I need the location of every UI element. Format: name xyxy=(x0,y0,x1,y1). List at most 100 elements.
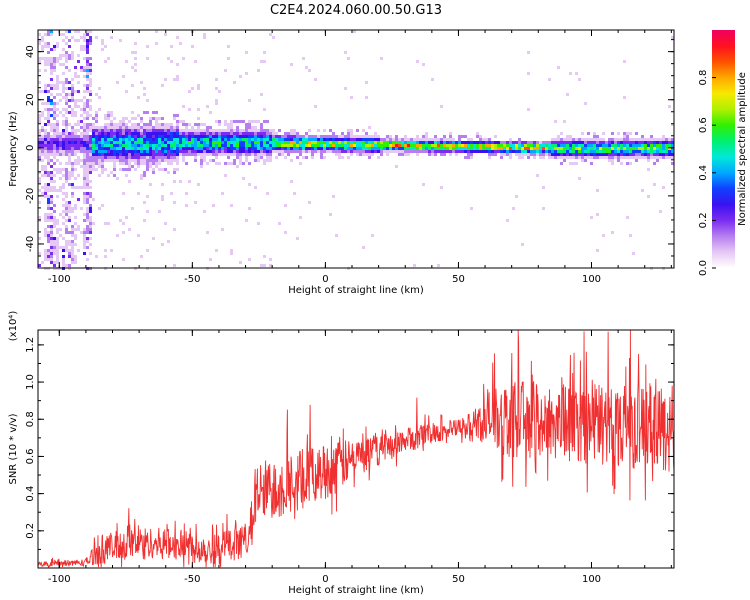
spectrogram-cell xyxy=(422,141,425,144)
spectrogram-cell xyxy=(596,249,599,252)
spectrogram-cell xyxy=(116,177,119,180)
spectrogram-cell xyxy=(536,174,539,177)
spectrogram-cell xyxy=(74,36,77,39)
spectrogram-cell xyxy=(353,141,356,144)
spectrogram-cell xyxy=(293,132,296,135)
spectrogram-cell xyxy=(206,105,209,108)
spectrogram-cell xyxy=(461,147,464,150)
spectrogram-cell xyxy=(371,150,374,153)
spectrogram-cell xyxy=(332,195,335,198)
spectrogram-cell xyxy=(41,261,44,264)
spectrogram-cell xyxy=(101,168,104,171)
spectrogram-cell xyxy=(65,264,68,267)
spectrogram-cell xyxy=(122,165,125,168)
spectrogram-cell xyxy=(59,33,62,36)
spectrogram-cell xyxy=(143,162,146,165)
spectrogram-cell xyxy=(347,138,350,141)
spectrogram-cell xyxy=(641,144,644,147)
spectrogram-cell xyxy=(74,210,77,213)
spectrogram-cell xyxy=(635,156,638,159)
spectrogram-cell xyxy=(68,159,71,162)
spectrogram-cell xyxy=(44,252,47,255)
spectrogram-cell xyxy=(305,138,308,141)
spectrogram-cell xyxy=(338,171,341,174)
spectrogram-cell xyxy=(113,174,116,177)
spectrogram-cell xyxy=(80,255,83,258)
spectrogram-cell xyxy=(329,147,332,150)
spectrogram-cell xyxy=(248,138,251,141)
spectrogram-cell xyxy=(335,150,338,153)
spectrogram-cell xyxy=(344,144,347,147)
spectrogram-cell xyxy=(77,207,80,210)
spectrogram-cell xyxy=(554,120,557,123)
spectrogram-cell xyxy=(500,141,503,144)
spectrogram-cell xyxy=(80,174,83,177)
spectrogram-cell xyxy=(86,39,89,42)
spectrogram-cell xyxy=(122,258,125,261)
spectrogram-cell xyxy=(167,159,170,162)
spectrogram-cell xyxy=(53,39,56,42)
spectrogram-cell xyxy=(428,138,431,141)
spectrogram-cell xyxy=(263,135,266,138)
spectrogram-cell xyxy=(311,150,314,153)
spectrogram-cell xyxy=(635,153,638,156)
spectrogram-cell xyxy=(239,138,242,141)
spectrogram-cell xyxy=(218,153,221,156)
spectrogram-cell xyxy=(47,138,50,141)
spectrogram-cell xyxy=(425,144,428,147)
spectrogram-cell xyxy=(656,159,659,162)
spectrogram-cell xyxy=(161,135,164,138)
spectrogram-cell xyxy=(119,156,122,159)
spectrogram-cell xyxy=(74,183,77,186)
spectrogram-cell xyxy=(548,78,551,81)
spectrogram-cell xyxy=(59,135,62,138)
spectrogram-cell xyxy=(110,132,113,135)
spectrogram-cell xyxy=(77,132,80,135)
spectrogram-cell xyxy=(620,153,623,156)
spectrogram-cell xyxy=(191,147,194,150)
spectrogram-cell xyxy=(110,114,113,117)
spectrogram-cell xyxy=(410,144,413,147)
spectrogram-cell xyxy=(431,78,434,81)
spectrogram-cell xyxy=(86,105,89,108)
spectrogram-cell xyxy=(167,129,170,132)
spectrogram-cell xyxy=(56,129,59,132)
spectrogram-cell xyxy=(80,258,83,261)
spectrogram-cell xyxy=(506,219,509,222)
spectrogram-cell xyxy=(68,93,71,96)
spectrogram-cell xyxy=(41,195,44,198)
spectrogram-cell xyxy=(107,111,110,114)
spectrogram-cell xyxy=(302,153,305,156)
spectrogram-cell xyxy=(155,156,158,159)
spectrogram-cell xyxy=(194,135,197,138)
spectrogram-cell xyxy=(80,243,83,246)
spectrogram-cell xyxy=(83,213,86,216)
spectrogram-cell xyxy=(59,171,62,174)
spectrogram-cell xyxy=(596,159,599,162)
spectrogram-cell xyxy=(176,189,179,192)
spectrogram-cell xyxy=(224,144,227,147)
spectrogram-cell xyxy=(488,156,491,159)
spectrogram-cell xyxy=(590,162,593,165)
spectrogram-cell xyxy=(68,201,71,204)
spectrogram-cell xyxy=(44,255,47,258)
spectrogram-cell xyxy=(137,120,140,123)
spectrogram-cell xyxy=(53,105,56,108)
spectrogram-cell xyxy=(224,156,227,159)
spectrogram-cell xyxy=(326,135,329,138)
spectrogram-cell xyxy=(92,258,95,261)
spectrogram-cell xyxy=(533,138,536,141)
spectrogram-cell xyxy=(350,150,353,153)
spectrogram-cell xyxy=(95,156,98,159)
spectrogram-cell xyxy=(332,147,335,150)
spectrogram-cell xyxy=(47,99,50,102)
spectrogram-cell xyxy=(44,156,47,159)
spectrogram-cell xyxy=(92,240,95,243)
spectrogram-cell xyxy=(44,57,47,60)
spectrogram-cell xyxy=(542,156,545,159)
spectrogram-cell xyxy=(74,75,77,78)
spectrogram-cell xyxy=(602,147,605,150)
spectrogram-cell xyxy=(194,132,197,135)
spectrogram-cell xyxy=(347,144,350,147)
spectrogram-cell xyxy=(83,75,86,78)
